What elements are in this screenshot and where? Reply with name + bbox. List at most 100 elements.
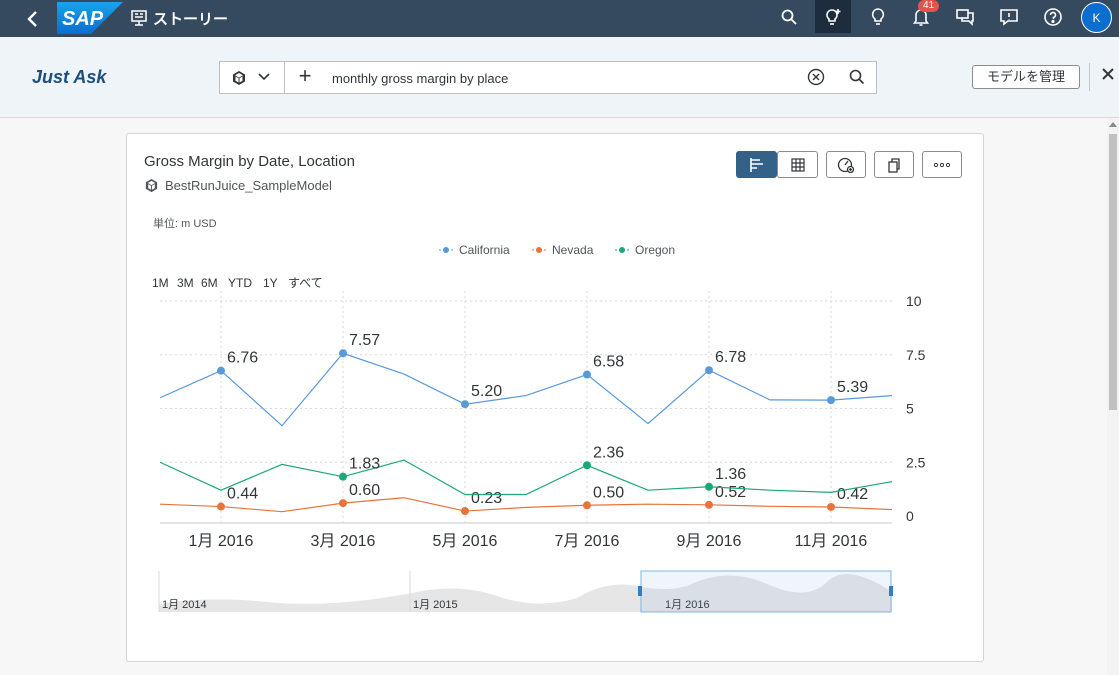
legend-marker xyxy=(536,247,542,253)
y-tick-label: 10 xyxy=(906,293,922,309)
table-view-button[interactable] xyxy=(777,151,818,178)
data-label: 0.60 xyxy=(349,482,380,499)
data-label: 6.58 xyxy=(593,354,624,371)
y-tick-label: 7.5 xyxy=(906,347,926,363)
data-label: 5.39 xyxy=(837,379,868,396)
data-point[interactable] xyxy=(705,500,713,509)
discussions-icon[interactable] xyxy=(947,0,983,33)
legend-label: Nevada xyxy=(552,243,594,257)
just-ask-icon[interactable] xyxy=(815,0,851,33)
legend-item-california[interactable]: California xyxy=(439,243,510,257)
series-line xyxy=(159,459,893,496)
x-tick-label: 9月 2016 xyxy=(677,533,742,550)
navigator-handle-right[interactable] xyxy=(889,586,893,596)
data-point[interactable] xyxy=(217,502,225,511)
model-selector[interactable] xyxy=(220,62,285,93)
just-ask-title: Just Ask xyxy=(32,67,107,87)
user-avatar[interactable]: K xyxy=(1081,2,1112,33)
legend-item-nevada[interactable]: Nevada xyxy=(532,243,594,257)
chevron-down-icon xyxy=(258,73,270,81)
range-button[interactable]: 1Y xyxy=(263,276,278,290)
x-tick-label: 11月 2016 xyxy=(795,533,868,550)
data-label: 2.36 xyxy=(593,444,624,461)
data-point[interactable] xyxy=(339,472,347,481)
bar-chart-icon xyxy=(749,157,763,172)
scroll-up-arrow-icon[interactable] xyxy=(1109,122,1117,127)
app-title: ストーリー xyxy=(153,11,229,28)
scroll-thumb[interactable] xyxy=(1109,134,1117,410)
data-label: 0.50 xyxy=(593,484,624,501)
feedback-icon[interactable] xyxy=(991,0,1027,33)
svg-text:SAP: SAP xyxy=(62,8,104,30)
navigator-selection[interactable] xyxy=(640,570,892,613)
range-navigator[interactable]: 1月 2014 1月 2015 1月 2016 xyxy=(158,570,893,613)
range-button[interactable]: 1M xyxy=(152,276,169,290)
back-chevron-icon[interactable] xyxy=(22,8,44,30)
legend-label: Oregon xyxy=(635,243,675,257)
data-point[interactable] xyxy=(339,499,347,508)
line-chart: 単位: m USD California Nevada Oregon 1M 3M 6M Y… xyxy=(152,216,926,613)
data-label: 5.20 xyxy=(471,383,502,400)
table-icon xyxy=(790,157,805,172)
chart-title: Gross Margin by Date, Location xyxy=(144,153,355,170)
data-point[interactable] xyxy=(217,366,225,375)
data-label: 1.83 xyxy=(349,456,380,473)
manage-models-button[interactable]: モデルを管理 xyxy=(972,65,1080,89)
range-button[interactable]: すべて xyxy=(288,276,323,290)
data-point[interactable] xyxy=(583,501,591,510)
data-label: 6.76 xyxy=(227,350,258,367)
sap-logo[interactable]: SAP xyxy=(57,2,123,34)
data-point[interactable] xyxy=(339,349,347,358)
ask-search-box: + xyxy=(219,61,877,94)
legend-marker xyxy=(619,247,625,253)
range-button[interactable]: 6M xyxy=(201,276,218,290)
series-california: 6.76 7.57 5.20 6.58 6.78 5.39 xyxy=(159,332,893,427)
data-point[interactable] xyxy=(461,400,469,409)
divider xyxy=(1089,63,1090,91)
just-ask-bar: Just Ask + モデルを管理 xyxy=(0,37,1119,118)
search-icon[interactable] xyxy=(771,0,807,33)
chart-pin-icon xyxy=(837,157,855,173)
add-to-story-button[interactable] xyxy=(826,151,866,178)
data-point[interactable] xyxy=(583,461,591,470)
more-options-button[interactable] xyxy=(922,151,962,178)
data-label: 0.44 xyxy=(227,486,258,503)
close-icon[interactable] xyxy=(1101,67,1117,85)
ask-query-input[interactable] xyxy=(332,68,792,88)
data-point[interactable] xyxy=(583,370,591,379)
series-line xyxy=(159,352,893,427)
chart-grid xyxy=(160,291,892,524)
x-tick-label: 7月 2016 xyxy=(555,533,620,550)
lightbulb-icon[interactable] xyxy=(860,0,896,33)
chart-legend: California Nevada Oregon xyxy=(439,243,675,257)
data-point[interactable] xyxy=(705,366,713,375)
navigator-handle-left[interactable] xyxy=(638,586,642,596)
data-label: 1.36 xyxy=(715,466,746,483)
data-label: 6.78 xyxy=(715,349,746,366)
y-tick-label: 5 xyxy=(906,401,914,417)
legend-item-oregon[interactable]: Oregon xyxy=(615,243,675,257)
legend-label: California xyxy=(459,243,510,257)
clear-icon[interactable] xyxy=(807,68,825,86)
range-button[interactable]: YTD xyxy=(228,276,252,290)
legend-marker xyxy=(443,247,449,253)
add-icon[interactable]: + xyxy=(298,63,312,88)
y-tick-label: 2.5 xyxy=(906,454,926,470)
vertical-scrollbar[interactable] xyxy=(1107,118,1119,675)
navigator-label: 1月 2014 xyxy=(162,599,207,611)
series-line xyxy=(159,497,893,513)
x-tick-label: 3月 2016 xyxy=(311,533,376,550)
y-tick-label: 0 xyxy=(906,508,914,524)
more-icon xyxy=(933,162,951,167)
data-point[interactable] xyxy=(705,482,713,491)
data-point[interactable] xyxy=(827,396,835,405)
chart-view-button[interactable] xyxy=(736,151,777,178)
range-button[interactable]: 3M xyxy=(177,276,194,290)
series-oregon: 1.83 2.36 1.36 xyxy=(159,444,893,496)
data-label: 0.23 xyxy=(471,490,502,507)
ask-search-icon[interactable] xyxy=(848,68,866,86)
help-icon[interactable] xyxy=(1035,0,1071,33)
copy-button[interactable] xyxy=(874,151,914,178)
data-point[interactable] xyxy=(827,502,835,511)
data-point[interactable] xyxy=(461,507,469,516)
